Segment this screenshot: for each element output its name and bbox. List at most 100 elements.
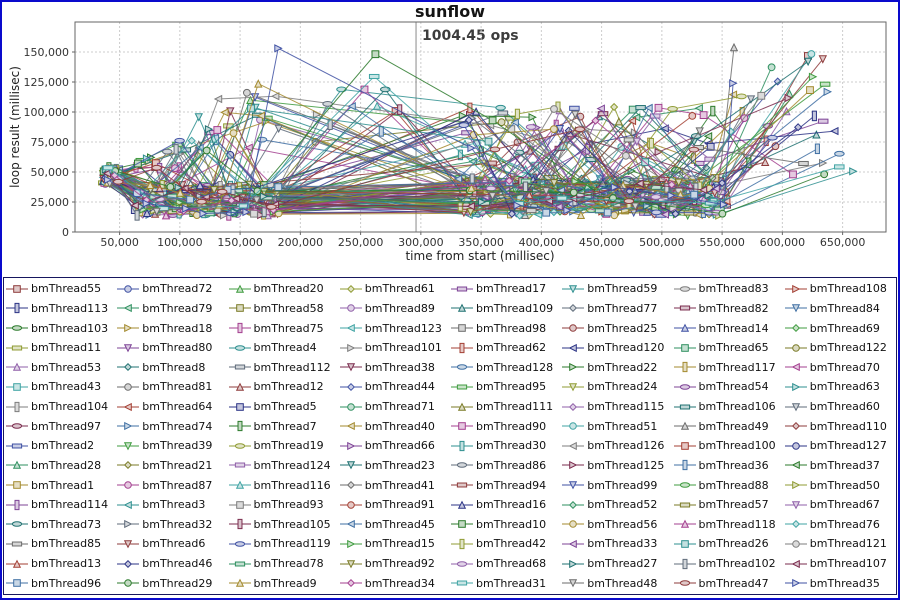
legend-marker-icon xyxy=(562,441,585,450)
legend-marker-icon xyxy=(673,286,696,292)
legend-item: bmThread73 xyxy=(6,518,117,530)
legend-item: bmThread46 xyxy=(117,558,228,570)
legend-item: bmThread125 xyxy=(562,459,673,471)
legend-item: bmThread124 xyxy=(228,459,340,471)
legend-item: bmThread58 xyxy=(228,302,340,314)
legend-item-label: bmThread115 xyxy=(587,400,665,413)
legend-item-label: bmThread117 xyxy=(698,361,776,374)
legend-item: bmThread51 xyxy=(562,420,673,432)
svg-text:125,000: 125,000 xyxy=(24,76,70,89)
legend-marker-icon xyxy=(673,323,696,332)
legend-marker-icon xyxy=(228,500,251,509)
legend-item-label: bmThread1 xyxy=(31,479,95,492)
legend-item-label: bmThread56 xyxy=(587,518,658,531)
legend-marker-icon xyxy=(562,402,585,411)
legend-marker-icon xyxy=(228,561,251,567)
legend-item-label: bmThread102 xyxy=(698,557,776,570)
legend-item: bmThread20 xyxy=(228,282,340,295)
legend-item: bmThread15 xyxy=(339,537,451,550)
legend-item-label: bmThread55 xyxy=(31,282,102,295)
legend-item: bmThread56 xyxy=(562,518,673,530)
legend-item: bmThread24 xyxy=(562,381,673,393)
legend-marker-icon xyxy=(451,286,473,292)
legend-item: bmThread70 xyxy=(784,361,896,373)
legend-item-label: bmThread48 xyxy=(587,577,658,590)
legend-item-label: bmThread87 xyxy=(142,479,213,492)
legend-item-label: bmThread51 xyxy=(587,420,658,433)
legend-marker-icon xyxy=(784,500,807,510)
legend-marker-icon xyxy=(117,343,140,353)
legend-item: bmThread88 xyxy=(673,479,785,491)
legend-marker-icon xyxy=(339,382,362,391)
legend-item-label: bmThread31 xyxy=(476,577,547,590)
svg-text:500,000: 500,000 xyxy=(639,236,685,249)
legend-item-label: bmThread11 xyxy=(31,341,102,354)
legend-marker-icon xyxy=(6,401,28,412)
legend-item: bmThread65 xyxy=(673,342,785,354)
legend-item: bmThread87 xyxy=(117,479,228,491)
legend-marker-icon xyxy=(6,325,28,331)
legend-item-label: bmThread98 xyxy=(476,322,547,335)
legend-item-label: bmThread99 xyxy=(587,479,658,492)
legend-item: bmThread116 xyxy=(228,479,340,491)
legend-item-label: bmThread119 xyxy=(253,537,331,550)
svg-text:50,000: 50,000 xyxy=(100,236,139,249)
legend-item-label: bmThread83 xyxy=(698,282,769,295)
legend-item: bmThread23 xyxy=(339,459,451,472)
legend-marker-icon xyxy=(6,541,28,547)
legend-item: bmThread89 xyxy=(339,302,451,314)
legend-item-label: bmThread74 xyxy=(142,420,213,433)
legend-item: bmThread19 xyxy=(228,440,340,452)
x-axis-label: time from start (millisec) xyxy=(405,249,555,263)
legend-item: bmThread18 xyxy=(117,322,228,334)
legend-marker-icon xyxy=(451,482,473,488)
legend-item-label: bmThread111 xyxy=(476,400,554,413)
legend-marker-icon xyxy=(673,502,696,508)
legend-item: bmThread90 xyxy=(451,420,562,432)
legend-item-label: bmThread2 xyxy=(31,439,95,452)
legend-item-label: bmThread42 xyxy=(476,537,547,550)
legend-item-label: bmThread30 xyxy=(476,439,547,452)
legend-item: bmThread43 xyxy=(6,381,117,393)
legend-item-label: bmThread15 xyxy=(364,537,435,550)
svg-text:600,000: 600,000 xyxy=(760,236,806,249)
legend-item: bmThread107 xyxy=(784,558,896,570)
legend-marker-icon xyxy=(784,382,807,392)
legend-marker-icon xyxy=(673,558,696,569)
svg-text:400,000: 400,000 xyxy=(519,236,565,249)
legend-item-label: bmThread45 xyxy=(364,518,435,531)
legend-item: bmThread98 xyxy=(451,322,562,334)
legend-item: bmThread127 xyxy=(784,440,896,452)
legend-item: bmThread119 xyxy=(228,537,340,550)
legend-item-label: bmThread50 xyxy=(809,479,880,492)
plot-canvas[interactable]: 50,000 100,000 150,000 200,000 250,000 300,00… xyxy=(2,2,898,272)
legend-marker-icon xyxy=(228,578,251,587)
legend-item: bmThread106 xyxy=(673,400,785,413)
legend-marker-icon xyxy=(562,383,585,392)
legend-item-label: bmThread106 xyxy=(698,400,776,413)
legend-item: bmThread35 xyxy=(784,577,896,589)
legend-item-label: bmThread60 xyxy=(809,400,880,413)
legend-marker-icon xyxy=(673,540,696,548)
legend-item: bmThread16 xyxy=(451,499,562,511)
legend-marker-icon xyxy=(339,461,362,470)
legend-item: bmThread2 xyxy=(6,440,117,452)
legend-marker-icon xyxy=(784,442,807,450)
legend-item-label: bmThread77 xyxy=(587,302,658,315)
legend-item: bmThread71 xyxy=(339,401,451,413)
legend-item-label: bmThread125 xyxy=(587,459,665,472)
legend-item: bmThread85 xyxy=(6,538,117,550)
legend-item-label: bmThread23 xyxy=(364,459,435,472)
legend-item: bmThread25 xyxy=(562,322,673,334)
legend-marker-icon xyxy=(117,304,140,313)
legend-item-label: bmThread20 xyxy=(253,282,324,295)
legend-item: bmThread61 xyxy=(339,283,451,295)
legend-marker-icon xyxy=(784,559,807,568)
legend-marker-icon xyxy=(117,520,140,529)
legend-item: bmThread99 xyxy=(562,479,673,491)
legend-item: bmThread118 xyxy=(673,518,785,530)
svg-text:0: 0 xyxy=(62,226,69,239)
legend-item-label: bmThread52 xyxy=(587,498,658,511)
legend-item: bmThread42 xyxy=(451,538,562,550)
legend-marker-icon xyxy=(451,580,473,586)
